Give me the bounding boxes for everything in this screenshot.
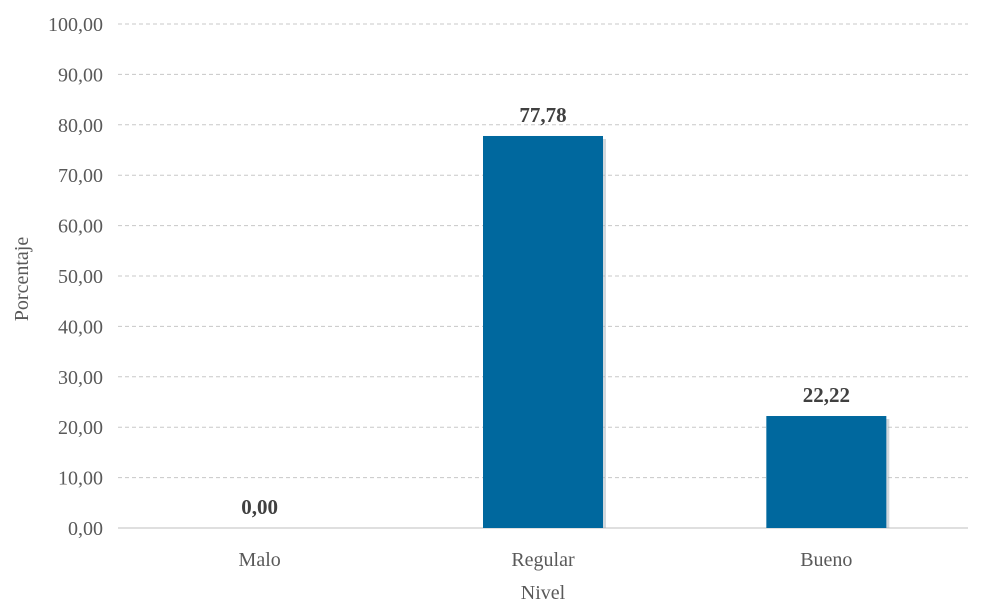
data-labels: 0,00 77,78 22,22 bbox=[241, 103, 850, 519]
x-tick-label: Malo bbox=[239, 549, 281, 571]
bar-bueno bbox=[766, 416, 887, 528]
y-tick-label: 100,00 bbox=[48, 14, 103, 36]
x-axis-title: Nivel bbox=[521, 582, 566, 604]
x-axis-ticks: Malo Regular Bueno bbox=[239, 549, 853, 571]
y-tick-label: 90,00 bbox=[58, 64, 103, 86]
data-label: 0,00 bbox=[241, 495, 278, 519]
y-tick-label: 70,00 bbox=[58, 165, 103, 187]
x-tick-label: Bueno bbox=[800, 549, 852, 571]
y-axis-ticks: 0,00 10,00 20,00 30,00 40,00 50,00 60,00 70,00 8… bbox=[48, 14, 103, 540]
y-tick-label: 10,00 bbox=[58, 468, 103, 490]
data-label: 22,22 bbox=[803, 383, 850, 407]
y-tick-label: 40,00 bbox=[58, 316, 103, 338]
x-tick-label: Regular bbox=[511, 549, 575, 571]
y-axis-title: Porcentaje bbox=[11, 237, 33, 322]
y-tick-label: 20,00 bbox=[58, 417, 103, 439]
y-tick-label: 0,00 bbox=[68, 518, 103, 540]
bar-regular bbox=[483, 135, 603, 528]
data-label: 77,78 bbox=[519, 103, 566, 127]
bars bbox=[483, 135, 890, 528]
y-tick-label: 50,00 bbox=[58, 266, 103, 288]
y-tick-label: 80,00 bbox=[58, 115, 103, 137]
y-tick-label: 30,00 bbox=[58, 367, 103, 389]
y-tick-label: 60,00 bbox=[58, 216, 103, 238]
